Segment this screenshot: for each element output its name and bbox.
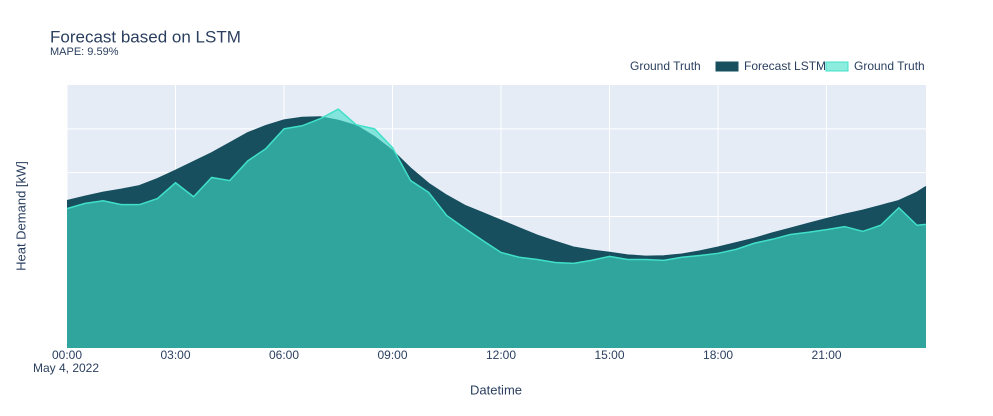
x-tick-label: 12:00 bbox=[486, 348, 516, 362]
legend-swatch bbox=[825, 61, 849, 72]
chart-title: Forecast based on LSTM bbox=[50, 27, 241, 46]
line bbox=[66, 108, 927, 265]
area bbox=[67, 109, 926, 348]
y-axis-title: Heat Demand [kW] bbox=[13, 161, 28, 271]
x-tick-label: 21:00 bbox=[812, 348, 842, 362]
x-tick-label: 09:00 bbox=[378, 348, 408, 362]
x-axis-title: Datetime bbox=[470, 382, 522, 397]
legend-label: Forecast LSTM bbox=[744, 59, 826, 73]
x-date-label: May 4, 2022 bbox=[33, 361, 99, 375]
x-tick-label: 06:00 bbox=[269, 348, 299, 362]
line bbox=[66, 116, 927, 258]
legend-title: Ground Truth bbox=[630, 59, 701, 73]
x-tick-label: 15:00 bbox=[595, 348, 625, 362]
legend-label: Ground Truth bbox=[854, 59, 925, 73]
chart-subtitle: MAPE: 9.59% bbox=[50, 46, 119, 58]
x-tick-label: 18:00 bbox=[703, 348, 733, 362]
x-tick-label: 00:00 bbox=[52, 348, 82, 362]
x-tick-label: 03:00 bbox=[160, 348, 190, 362]
legend-swatch bbox=[715, 61, 739, 72]
